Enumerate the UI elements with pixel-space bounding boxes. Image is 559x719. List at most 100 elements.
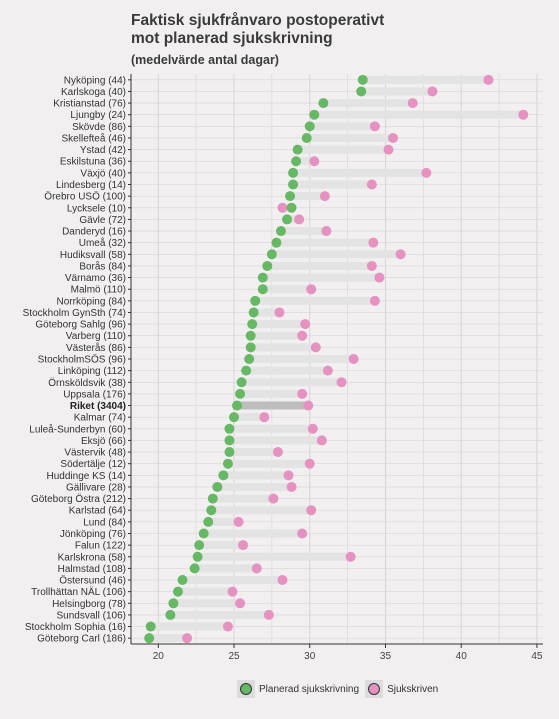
planned-point [222,458,233,469]
planned-point [257,272,268,283]
actual-point [306,505,317,516]
category-label: Karlskoga (40) [61,87,126,98]
chart-title: Faktisk sjukfrånvaro postoperativt mot p… [131,12,384,48]
category-label: Göteborg Carl (186) [37,634,126,645]
actual-point [348,354,359,364]
actual-point [307,423,318,434]
actual-point [274,307,285,318]
category-label: Skellefteå (46) [62,132,126,144]
planned-point [206,505,217,516]
planned-point [245,342,256,353]
planned-point [235,388,246,399]
category-label: Malmö (110) [71,285,126,296]
planned-point [318,98,329,109]
planned-point [165,609,176,620]
actual-point [297,528,308,539]
planned-point [282,214,293,225]
x-tick-label: 25 [228,651,240,662]
chart-title-line-1: Faktisk sjukfrånvaro postoperativt [131,12,385,29]
category-label: Växjö (40) [80,168,126,179]
planned-point [168,598,179,609]
category-label: Gällivare (28) [66,482,126,493]
planned-point [275,226,286,237]
category-label: Eskilstuna (36) [60,157,126,168]
category-label: Skövde (86) [72,122,126,133]
actual-point [316,435,327,446]
category-label: Uppsala (176) [63,389,126,400]
category-label: Falun (122) [75,541,126,552]
category-label: Gävle (72) [79,215,126,226]
category-label: Helsingborg (78) [52,599,126,610]
actual-point [182,633,193,644]
legend-label-planned: Planerad sjukskrivning [259,683,360,695]
actual-point [297,388,308,399]
actual-point [222,621,233,632]
actual-point [319,191,330,202]
actual-point [309,156,320,167]
legend-dot-planned [240,683,252,695]
category-label: Stockholm GynSth (74) [23,308,126,319]
actual-point [259,412,270,423]
category-label: Eksjö (66) [81,436,126,447]
x-tick-label: 30 [304,651,316,662]
planned-point [224,435,235,446]
planned-point [212,481,223,492]
actual-point [321,226,332,237]
planned-point [356,86,367,97]
legend-dot-actual [368,683,381,695]
actual-point [395,249,406,260]
planned-point [245,330,256,341]
x-tick-label: 20 [153,651,165,662]
category-label: Östersund (46) [59,575,126,587]
category-label: Kalmar (74) [74,413,126,424]
actual-point [366,260,377,271]
actual-point [306,284,317,295]
category-label: Jönköping (76) [60,529,126,540]
planned-point [266,249,277,260]
chart-title-line-2: mot planerad sjukskrivning [131,30,333,47]
category-label: Lindesberg (14) [56,180,126,191]
actual-point [268,493,279,504]
chart-subtitle: (medelvärde antal dagar) [131,53,279,67]
category-label: Borås (84) [79,260,126,272]
planned-point [301,132,312,143]
actual-point [483,74,494,85]
planned-point [288,179,299,190]
category-label: Västervik (48) [64,448,126,459]
planned-point [192,551,203,562]
planned-point [304,121,315,132]
category-label: Kristianstad (76) [53,99,126,110]
planned-point [177,575,188,586]
category-label: Varberg (110) [66,331,126,342]
actual-point [303,400,314,411]
legend: Planerad sjukskrivning Sjukskriven [237,680,444,698]
planned-point [189,563,200,574]
actual-point [277,202,288,213]
category-label: Ljungby (24) [70,110,126,121]
planned-point [194,540,205,551]
actual-point [304,458,315,469]
actual-point [336,377,347,388]
category-label: Karlstad (64) [69,506,126,517]
actual-point [251,563,262,574]
actual-point [383,144,394,155]
planned-point [232,400,243,411]
actual-point [322,365,333,376]
actual-point [272,447,283,458]
category-label: Riket (3404) [70,401,126,412]
actual-point [294,214,305,225]
category-label: Sundsvall (106) [57,610,126,621]
category-label: Örnsköldsvik (38) [48,377,126,389]
actual-point [427,86,438,97]
planned-point [250,295,261,306]
category-label: Örebro USÖ (100) [44,191,126,203]
x-tick-label: 45 [531,651,543,662]
category-label: Västerås (86) [66,342,126,354]
actual-point [297,330,308,341]
actual-point [238,540,249,551]
actual-point [283,470,294,481]
actual-point [407,98,418,109]
legend-key-actual [365,680,384,698]
actual-point [235,598,246,609]
actual-point [310,342,321,353]
